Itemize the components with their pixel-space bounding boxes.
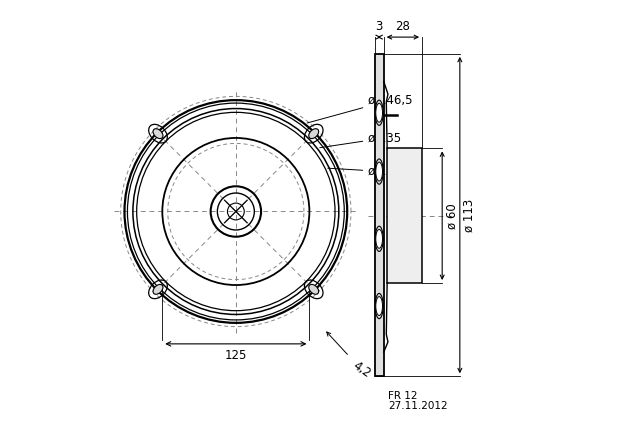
Text: 3: 3 [375,20,383,33]
Ellipse shape [308,129,319,139]
Bar [375,54,384,376]
Text: 4,2: 4,2 [350,359,374,380]
Ellipse shape [153,129,163,139]
Ellipse shape [153,284,163,294]
Text: FR 12: FR 12 [388,391,418,401]
Text: 28: 28 [395,20,410,33]
Bar [387,148,422,283]
Text: ø 60: ø 60 [445,203,458,228]
Text: 27.11.2012: 27.11.2012 [388,401,448,412]
Text: 125: 125 [225,349,247,362]
Ellipse shape [376,229,383,248]
Ellipse shape [376,103,383,122]
Ellipse shape [308,284,319,294]
Text: ø 135: ø 135 [319,132,401,148]
Text: ø 113: ø 113 [463,199,476,232]
Ellipse shape [376,162,383,181]
Text: ø 146,5: ø 146,5 [307,93,413,123]
Text: ø 130: ø 130 [328,165,401,178]
Ellipse shape [376,297,383,316]
